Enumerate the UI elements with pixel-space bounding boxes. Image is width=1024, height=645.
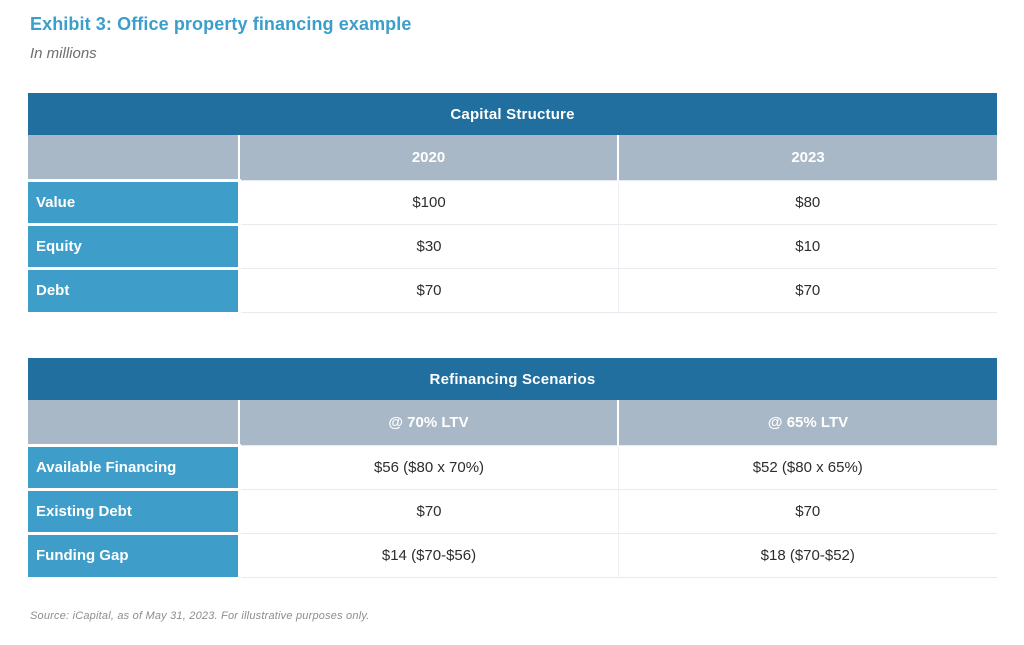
table-row-existing-debt: Existing Debt $70 $70: [28, 487, 998, 533]
corner-cell: [28, 400, 239, 445]
cell-value: $70: [239, 267, 618, 313]
column-header-row: @ 70% LTV @ 65% LTV: [28, 400, 998, 445]
column-header-70ltv: @ 70% LTV: [238, 400, 618, 445]
row-label: Existing Debt: [28, 487, 241, 533]
table-row-equity: Equity $30 $10: [28, 222, 998, 268]
cell-value: $30: [239, 223, 618, 268]
table-row-value: Value $100 $80: [28, 178, 998, 224]
column-header-row: 2020 2023: [28, 135, 998, 180]
cell-value: $100: [239, 179, 618, 224]
table-title: Capital Structure: [28, 93, 998, 135]
cell-value: $70: [239, 488, 618, 533]
capital-structure-table: Capital Structure 2020 2023 Value $100 $…: [28, 93, 998, 313]
cell-value: $56 ($80 x 70%): [239, 444, 618, 489]
row-label: Value: [28, 178, 241, 224]
source-note: Source: iCapital, as of May 31, 2023. Fo…: [30, 610, 370, 622]
cell-value: $14 ($70-$56): [239, 532, 618, 578]
cell-value: $10: [617, 223, 998, 268]
cell-value: $52 ($80 x 65%): [617, 444, 998, 489]
table-row-debt: Debt $70 $70: [28, 266, 998, 313]
column-header-65ltv: @ 65% LTV: [616, 400, 998, 445]
cell-value: $70: [617, 267, 998, 313]
table-title: Refinancing Scenarios: [28, 358, 998, 400]
column-header-2020: 2020: [238, 135, 618, 180]
cell-value: $18 ($70-$52): [617, 532, 998, 578]
row-label: Equity: [28, 222, 241, 268]
cell-value: $80: [617, 179, 998, 224]
page-subtitle: In millions: [30, 45, 97, 62]
column-header-2023: 2023: [616, 135, 998, 180]
cell-value: $70: [617, 488, 998, 533]
row-label: Available Financing: [28, 443, 241, 489]
table-row-available-financing: Available Financing $56 ($80 x 70%) $52 …: [28, 443, 998, 489]
table-row-funding-gap: Funding Gap $14 ($70-$56) $18 ($70-$52): [28, 531, 998, 578]
row-label: Funding Gap: [28, 531, 241, 577]
table-title-row: Refinancing Scenarios: [28, 358, 998, 400]
refinancing-scenarios-table: Refinancing Scenarios @ 70% LTV @ 65% LT…: [28, 358, 998, 578]
table-title-row: Capital Structure: [28, 93, 998, 135]
row-label: Debt: [28, 266, 241, 312]
page-title: Exhibit 3: Office property financing exa…: [30, 14, 412, 34]
corner-cell: [28, 135, 239, 180]
